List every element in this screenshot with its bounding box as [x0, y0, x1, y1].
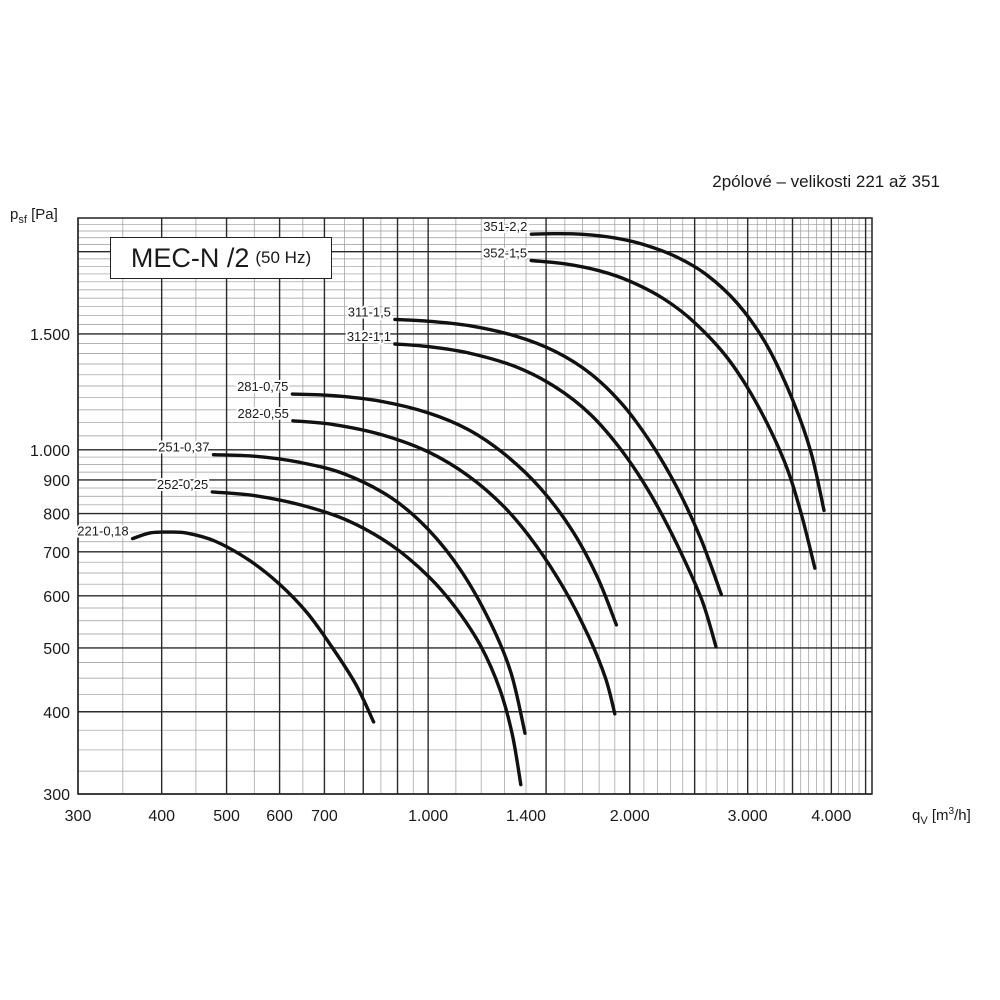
x-axis-unit-pre: [m [931, 807, 949, 824]
series-curve [529, 231, 826, 513]
series-label: 351-2,2 [483, 219, 527, 234]
series-curve [529, 258, 817, 570]
x-tick-label: 3.000 [728, 808, 768, 825]
series-curve [130, 530, 376, 724]
series-label: 251-0,37 [158, 440, 209, 455]
y-tick-label: 1.000 [30, 443, 70, 460]
y-tick-label: 600 [43, 589, 70, 606]
series-curves [130, 231, 826, 787]
series-curve [291, 419, 617, 716]
x-axis-label: qV [m3/h] [912, 806, 971, 827]
plot-background [78, 218, 872, 794]
chart-title: MEC-N /2 [130, 242, 250, 273]
series-label: 252-0,25 [157, 477, 208, 492]
x-axis-subscript: V [920, 815, 928, 827]
x-tick-labels: 300 400 500 600 700 1.000 1.400 2.000 3.000 4.000 [65, 808, 852, 825]
x-tick-label: 500 [213, 808, 240, 825]
series-curve [210, 490, 523, 787]
y-axis-unit: [Pa] [31, 206, 58, 223]
y-axis-subscript: sf [18, 214, 27, 226]
series-curve [393, 342, 718, 649]
y-tick-label: 700 [43, 545, 70, 562]
series-label: 221-0,18 [77, 524, 128, 539]
y-tick-label: 800 [43, 507, 70, 524]
series-curve [290, 392, 619, 627]
x-tick-label: 2.000 [610, 808, 650, 825]
y-tick-label: 1.500 [30, 327, 70, 344]
y-tick-label: 300 [43, 787, 70, 804]
series-label: 281-0,75 [237, 379, 288, 394]
y-axis-label: psf [Pa] [10, 206, 58, 226]
x-axis-unit-post: /h] [954, 807, 971, 824]
series-labels: 221-0,18 252-0,25 251-0,37 282-0,55 281-0,75… [75, 217, 529, 540]
chart-subtitle: 2pólové – velikosti 221 až 351 [712, 172, 940, 191]
series-label: 311-1,5 [348, 304, 391, 319]
x-axis-symbol: q [912, 807, 921, 824]
chart-title-note: (50 Hz) [255, 248, 312, 267]
x-tick-label: 1.000 [408, 808, 448, 825]
x-tick-label: 700 [311, 808, 338, 825]
series-label: 352-1,5 [483, 246, 527, 261]
series-curve [393, 317, 723, 597]
x-tick-label: 300 [65, 808, 92, 825]
y-axis-symbol: p [10, 206, 19, 223]
plot-frame [77, 217, 873, 795]
x-tick-label: 600 [266, 808, 293, 825]
series-curve [211, 453, 527, 735]
y-tick-labels: 300 400 500 600 700 800 900 1.000 1.500 [30, 327, 70, 804]
y-tick-label: 400 [43, 705, 70, 722]
x-tick-label: 4.000 [811, 808, 851, 825]
y-tick-label: 900 [43, 473, 70, 490]
series-label: 282-0,55 [238, 406, 289, 421]
x-tick-label: 1.400 [506, 808, 546, 825]
chart-title-box: MEC-N /2 (50 Hz) [110, 237, 332, 279]
x-tick-label: 400 [148, 808, 175, 825]
series-label: 312-1,1 [347, 329, 391, 344]
y-tick-label: 500 [43, 641, 70, 658]
x-axis-unit-sup: 3 [948, 806, 955, 817]
